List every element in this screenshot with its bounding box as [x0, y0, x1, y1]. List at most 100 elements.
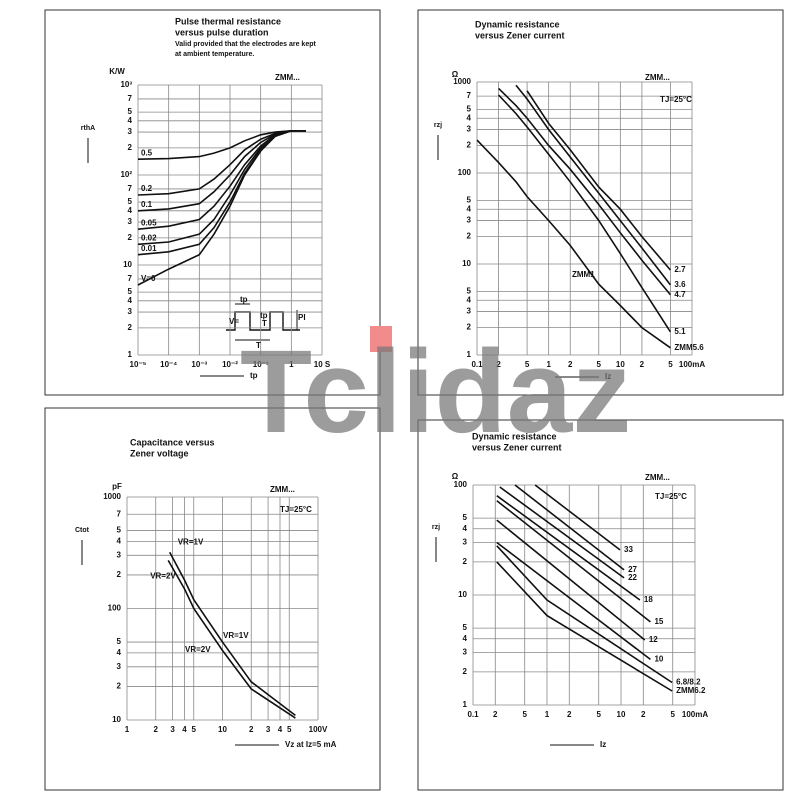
- series-label: VR=2V: [150, 572, 176, 581]
- y-tick-label: 5: [128, 107, 133, 116]
- annotation: TJ=25°C: [280, 505, 312, 514]
- x-tick-label: 2: [496, 360, 501, 369]
- y-tick-label: 4: [117, 648, 122, 657]
- series-label: 15: [654, 617, 663, 626]
- x-tick-label: 1: [545, 710, 550, 719]
- x-tick-label: 2: [249, 725, 254, 734]
- series-label: 18: [644, 595, 653, 604]
- y-tick-label: 2: [463, 557, 468, 566]
- series-label: ZMM5.6: [674, 343, 704, 352]
- y-unit: K/W: [109, 67, 125, 76]
- curve: [496, 545, 673, 684]
- y-tick-label: 1: [467, 350, 472, 359]
- y-tick-label: 2: [128, 233, 133, 242]
- y-tick-label: 4: [128, 296, 133, 305]
- chart-title: Dynamic resistance: [472, 431, 557, 441]
- y-tick-label: 2: [467, 232, 472, 241]
- x-tick-label: 5: [287, 725, 292, 734]
- series-label: 33: [624, 545, 633, 554]
- x-tick-label: 10⁻¹: [253, 360, 269, 369]
- series-label: 6.8/8.2: [676, 678, 701, 687]
- y-tick-label: 3: [467, 125, 472, 134]
- x-tick-label: 4: [278, 725, 283, 734]
- x-tick-label: 2: [154, 725, 159, 734]
- x-tick-label: 2: [641, 710, 646, 719]
- chart-subtitle: at ambient temperature.: [175, 51, 254, 58]
- x-tick-label: 10⁻³: [191, 360, 207, 369]
- curve: [137, 130, 306, 286]
- y-tick-label: 1000: [103, 492, 121, 501]
- y-tick-label: 5: [128, 197, 133, 206]
- x-tick-label: 5: [597, 360, 602, 369]
- curve: [167, 560, 296, 719]
- curve: [496, 500, 651, 623]
- x-tick-label: 2: [493, 710, 498, 719]
- x-axis-label: Iz: [605, 372, 611, 381]
- chart-title: Pulse thermal resistance: [175, 16, 281, 26]
- series-label: 27: [628, 565, 637, 574]
- y-tick-label: 10: [112, 715, 121, 724]
- y-axis-label: Ctot: [75, 527, 90, 534]
- y-tick-label: 3: [128, 217, 133, 226]
- y-tick-label: 10: [458, 590, 467, 599]
- chart-title: versus Zener current: [475, 30, 565, 40]
- y-tick-label: 7: [128, 94, 133, 103]
- y-axis-label: rthA: [81, 125, 95, 132]
- x-tick-label: 10: [617, 710, 626, 719]
- y-tick-label: 4: [467, 295, 472, 304]
- annotation: V=: [229, 317, 239, 326]
- y-tick-label: 5: [467, 105, 472, 114]
- y-tick-label: 5: [463, 513, 468, 522]
- pulse-diagram: [222, 298, 304, 350]
- y-tick-label: 4: [117, 536, 122, 545]
- y-tick-label: 7: [128, 184, 133, 193]
- series-label: V=0: [141, 274, 156, 283]
- x-tick-label: 100mA: [682, 710, 708, 719]
- x-tick-label: 5: [670, 710, 675, 719]
- panel: [44, 9, 381, 396]
- y-axis-label: rzj: [432, 524, 440, 531]
- x-tick-label: 2: [568, 360, 573, 369]
- series-label: 0.05: [141, 218, 157, 227]
- x-axis-label: Vz at Iz=5 mA: [285, 740, 337, 749]
- y-tick-label: 2: [117, 570, 122, 579]
- y-tick-label: 5: [463, 623, 468, 632]
- y-tick-label: 3: [467, 307, 472, 316]
- annotation: TJ=25°C: [655, 492, 687, 501]
- x-tick-label: 10⁻²: [222, 360, 238, 369]
- annotation: ZMM...: [275, 73, 300, 82]
- curve: [496, 519, 646, 641]
- y-tick-label: 2: [467, 323, 472, 332]
- watermark-mark: [370, 326, 392, 352]
- chart-title: Dynamic resistance: [475, 19, 560, 29]
- x-tick-label: 3: [266, 725, 271, 734]
- watermark: Tclidaz: [240, 326, 631, 458]
- series-label: ZMM6.2: [676, 686, 706, 695]
- series-label: 0.01: [141, 244, 157, 253]
- x-tick-label: 10 S: [314, 360, 331, 369]
- x-tick-label: 10⁻⁴: [160, 360, 177, 369]
- curve: [496, 561, 673, 692]
- x-tick-label: 10: [218, 725, 227, 734]
- series-label: 3.6: [674, 280, 686, 289]
- series-label: 12: [649, 635, 658, 644]
- chart-subtitle: Valid provided that the electrodes are k…: [175, 41, 316, 48]
- y-tick-label: 4: [463, 524, 468, 533]
- curve: [498, 94, 672, 333]
- x-tick-label: 1: [125, 725, 130, 734]
- curve: [526, 90, 672, 271]
- y-tick-label: 10²: [120, 170, 132, 179]
- annotation: tp: [260, 311, 268, 320]
- x-tick-label: 3: [170, 725, 175, 734]
- curve: [498, 87, 672, 296]
- series-label: 0.02: [141, 233, 157, 242]
- annotation: TJ=25°C: [660, 95, 692, 104]
- y-tick-label: 3: [117, 550, 122, 559]
- y-tick-label: 10: [462, 259, 471, 268]
- curve: [499, 486, 625, 579]
- y-axis-label: rzj: [434, 122, 442, 129]
- y-tick-label: 4: [467, 204, 472, 213]
- y-tick-label: 3: [467, 216, 472, 225]
- panel: [417, 9, 784, 396]
- x-tick-label: 5: [525, 360, 530, 369]
